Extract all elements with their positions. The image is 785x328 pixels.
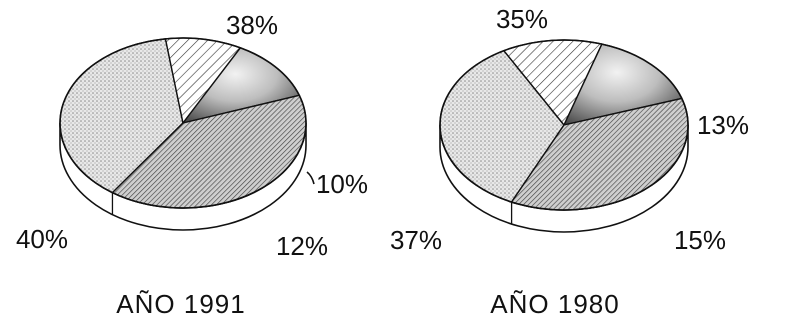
- slice-label-1980-hatch-light: 13%: [697, 110, 749, 140]
- slice-label-1991-hatch-light: 10%: [316, 169, 368, 199]
- chart-title-1980: AÑO 1980: [490, 289, 619, 319]
- pie-rim: [59, 37, 307, 209]
- leader-mark-1991: [306, 171, 315, 185]
- slice-label-1980-shaded: 15%: [674, 225, 726, 255]
- slice-label-1991-shaded: 12%: [276, 231, 328, 261]
- slice-label-1991-hatch-dense: 40%: [16, 224, 68, 254]
- slice-label-1980-dots: 35%: [496, 4, 548, 34]
- slice-label-1980-hatch-dense: 37%: [390, 225, 442, 255]
- pie-chart-1980: [439, 39, 689, 233]
- pie-chart-1991: [59, 37, 307, 231]
- chart-title-1991: AÑO 1991: [116, 289, 245, 319]
- pie-rim: [439, 39, 689, 211]
- slice-label-1991-dots: 38%: [226, 10, 278, 40]
